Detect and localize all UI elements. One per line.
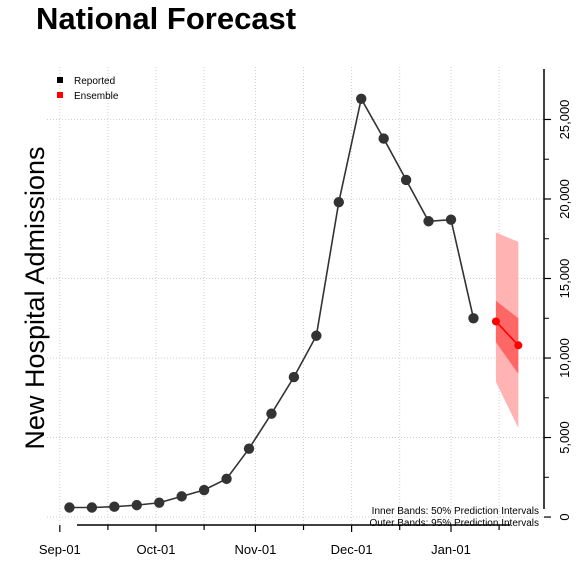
y-axis-title: New Hospital Admissions bbox=[20, 146, 50, 449]
reported-point bbox=[288, 371, 300, 383]
y-tick-label: 0 bbox=[557, 513, 572, 520]
series bbox=[64, 93, 523, 513]
reported-point bbox=[423, 216, 434, 227]
reported-point bbox=[176, 491, 187, 502]
x-tick-label: Sep-01 bbox=[39, 542, 81, 557]
prediction-band-50-area bbox=[495, 300, 519, 374]
y-tick-label: 15,000 bbox=[557, 259, 572, 299]
page-title: National Forecast bbox=[36, 1, 297, 36]
y-tick-label: 5,000 bbox=[557, 421, 572, 454]
reported-point bbox=[400, 174, 412, 186]
x-tick-label: Jan-01 bbox=[431, 542, 471, 557]
gridlines bbox=[47, 67, 544, 525]
reported-point bbox=[198, 484, 210, 496]
reported-point bbox=[311, 330, 322, 341]
prediction-band-50 bbox=[495, 300, 519, 374]
legend-label-ensemble: Ensemble bbox=[74, 91, 119, 102]
ensemble-point bbox=[491, 317, 500, 326]
reported-point bbox=[109, 501, 120, 512]
reported-point bbox=[266, 408, 277, 419]
reported-point bbox=[333, 196, 344, 208]
legend-label-reported: Reported bbox=[74, 76, 115, 87]
reported-point bbox=[86, 502, 98, 513]
reported-point bbox=[221, 473, 232, 485]
reported-line bbox=[69, 96, 475, 509]
annotation-inner-bands: Inner Bands: 50% Prediction Intervals bbox=[372, 506, 539, 517]
ensemble-point bbox=[514, 341, 523, 350]
y-tick-label: 25,000 bbox=[557, 100, 572, 140]
reported-point bbox=[243, 443, 255, 454]
reported-point bbox=[64, 502, 75, 513]
y-tick-label: 10,000 bbox=[557, 338, 572, 378]
legend-swatch-reported bbox=[57, 77, 63, 83]
reported-point bbox=[468, 313, 479, 324]
reported-point bbox=[445, 214, 457, 225]
reported-point bbox=[356, 93, 367, 105]
ensemble-line bbox=[495, 320, 519, 346]
y-ticks: 0 5,000 10,000 15,000 20,000 25,000 bbox=[544, 100, 572, 521]
reported-point bbox=[154, 497, 165, 508]
reported-point bbox=[131, 499, 142, 511]
y-tick-label: 20,000 bbox=[557, 179, 572, 219]
reported-point bbox=[378, 133, 389, 144]
axes bbox=[77, 69, 545, 526]
annotation-outer-bands: Outer Bands: 95% Prediction Intervals bbox=[369, 518, 539, 529]
x-ticks: Sep-01 Oct-01 Nov-01 Dec-01 Jan-01 bbox=[39, 525, 500, 557]
legend-swatch-ensemble bbox=[57, 92, 63, 98]
x-tick-label: Oct-01 bbox=[137, 542, 176, 557]
x-tick-label: Dec-01 bbox=[331, 542, 373, 557]
legend: Reported Ensemble bbox=[57, 76, 119, 102]
x-tick-label: Nov-01 bbox=[234, 542, 276, 557]
